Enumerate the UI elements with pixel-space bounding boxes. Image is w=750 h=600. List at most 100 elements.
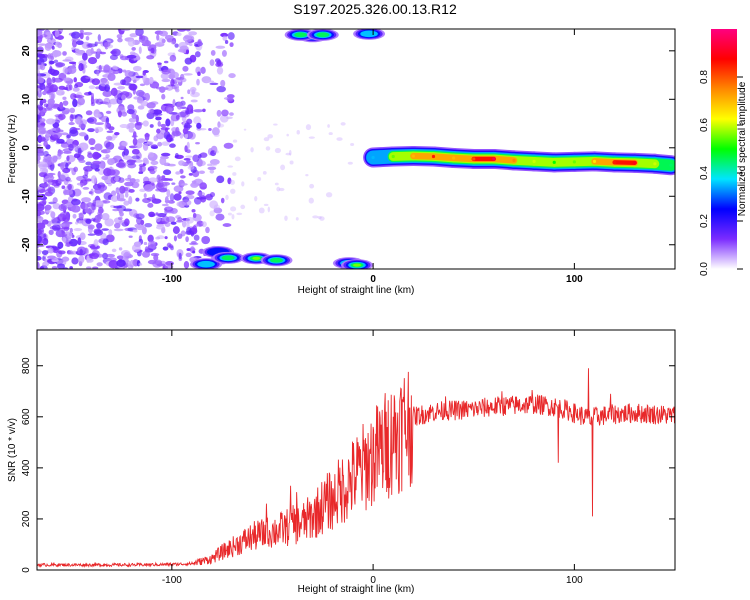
noise-speckle xyxy=(96,80,100,84)
noise-speckle xyxy=(50,127,57,132)
noise-speckle xyxy=(168,178,173,181)
noise-speckle xyxy=(190,99,198,103)
noise-speckle xyxy=(191,208,196,213)
noise-speckle xyxy=(143,193,147,199)
noise-speckle xyxy=(141,39,152,46)
noise-speckle xyxy=(176,32,182,37)
noise-speckle xyxy=(59,101,64,110)
noise-speckle xyxy=(169,193,175,202)
noise-speckle xyxy=(226,116,233,120)
noise-speckle xyxy=(52,134,59,140)
noise-speckle xyxy=(88,91,92,96)
noise-speckle xyxy=(209,82,219,86)
noise-speckle xyxy=(87,224,95,230)
noise-speckle xyxy=(102,238,109,246)
noise-speckle xyxy=(102,252,109,259)
noise-speckle xyxy=(101,117,106,123)
noise-speckle xyxy=(128,188,135,193)
noise-speckle xyxy=(296,129,300,135)
noise-speckle xyxy=(95,98,104,105)
noise-speckle xyxy=(172,226,180,234)
noise-speckle xyxy=(133,241,142,248)
noise-speckle xyxy=(113,205,123,209)
noise-speckle xyxy=(142,180,152,185)
noise-speckle xyxy=(175,88,180,93)
noise-speckle xyxy=(142,70,146,76)
y-tick-label: 600 xyxy=(21,408,32,425)
noise-speckle xyxy=(147,234,154,243)
noise-speckle xyxy=(63,189,74,196)
noise-speckle xyxy=(187,165,195,170)
noise-speckle xyxy=(121,93,126,101)
noise-speckle xyxy=(74,94,85,99)
noise-speckle xyxy=(182,65,189,72)
noise-speckle xyxy=(224,39,229,45)
noise-speckle xyxy=(44,191,53,197)
noise-speckle xyxy=(44,206,50,211)
noise-speckle xyxy=(37,43,47,46)
noise-speckle xyxy=(221,49,227,57)
noise-speckle xyxy=(175,114,180,120)
noise-speckle xyxy=(213,207,223,214)
noise-speckle xyxy=(156,34,160,41)
noise-speckle xyxy=(138,91,146,97)
noise-speckle xyxy=(72,213,77,219)
noise-speckle xyxy=(288,149,292,156)
noise-speckle xyxy=(42,237,49,246)
noise-speckle xyxy=(164,221,171,227)
y-tick-label: 10 xyxy=(21,93,32,105)
noise-speckle xyxy=(327,124,330,128)
colorbar-gradient xyxy=(711,29,737,269)
y-tick-label: -10 xyxy=(21,189,32,204)
noise-speckle xyxy=(70,31,81,39)
noise-speckle xyxy=(159,30,168,37)
noise-speckle xyxy=(86,32,91,36)
noise-speckle xyxy=(161,203,169,207)
noise-speckle xyxy=(105,154,110,159)
noise-speckle xyxy=(67,65,77,74)
noise-speckle xyxy=(147,240,157,249)
noise-speckle xyxy=(196,191,206,197)
noise-speckle xyxy=(37,146,44,155)
noise-speckle xyxy=(110,169,120,176)
noise-speckle xyxy=(150,47,155,54)
noise-speckle xyxy=(216,85,226,93)
noise-speckle xyxy=(76,182,84,186)
noise-speckle xyxy=(90,146,95,150)
ridge-point xyxy=(492,157,496,161)
noise-speckle xyxy=(198,127,207,131)
noise-speckle xyxy=(81,197,91,203)
noise-speckle xyxy=(220,197,225,204)
noise-speckle xyxy=(164,236,168,240)
noise-speckle xyxy=(228,73,236,79)
noise-speckle xyxy=(142,76,146,83)
noise-speckle xyxy=(79,29,84,34)
noise-speckle xyxy=(38,161,48,170)
noise-speckle xyxy=(135,197,140,202)
noise-speckle xyxy=(119,123,129,129)
noise-speckle xyxy=(317,216,322,219)
noise-speckle xyxy=(328,132,333,136)
noise-speckle xyxy=(105,253,115,258)
noise-speckle xyxy=(163,206,174,212)
noise-speckle xyxy=(105,141,115,150)
noise-speckle xyxy=(119,185,126,194)
noise-speckle xyxy=(50,211,56,219)
noise-speckle xyxy=(146,55,155,60)
noise-speckle xyxy=(347,161,353,165)
ridge-point xyxy=(411,154,415,158)
noise-speckle xyxy=(207,98,212,103)
noise-speckle xyxy=(192,154,200,163)
noise-speckle xyxy=(62,96,67,101)
noise-speckle xyxy=(168,244,174,249)
noise-speckle xyxy=(91,217,96,222)
noise-speckle xyxy=(155,216,161,223)
noise-speckle xyxy=(165,84,174,91)
noise-speckle xyxy=(62,167,71,174)
colorbar-label: Normalized spectral amplitude xyxy=(737,81,748,216)
noise-speckle xyxy=(117,216,123,221)
noise-speckle xyxy=(142,120,149,127)
noise-speckle xyxy=(56,89,65,96)
noise-speckle xyxy=(105,110,112,114)
noise-speckle xyxy=(135,178,140,183)
